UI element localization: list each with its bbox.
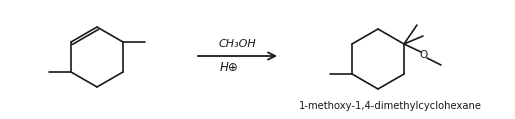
Text: CH₃OH: CH₃OH (219, 39, 256, 49)
Text: H⊕: H⊕ (220, 61, 239, 74)
Text: 1-methoxy-1,4-dimethylcyclohexane: 1-methoxy-1,4-dimethylcyclohexane (299, 101, 482, 111)
Text: O: O (420, 50, 428, 60)
